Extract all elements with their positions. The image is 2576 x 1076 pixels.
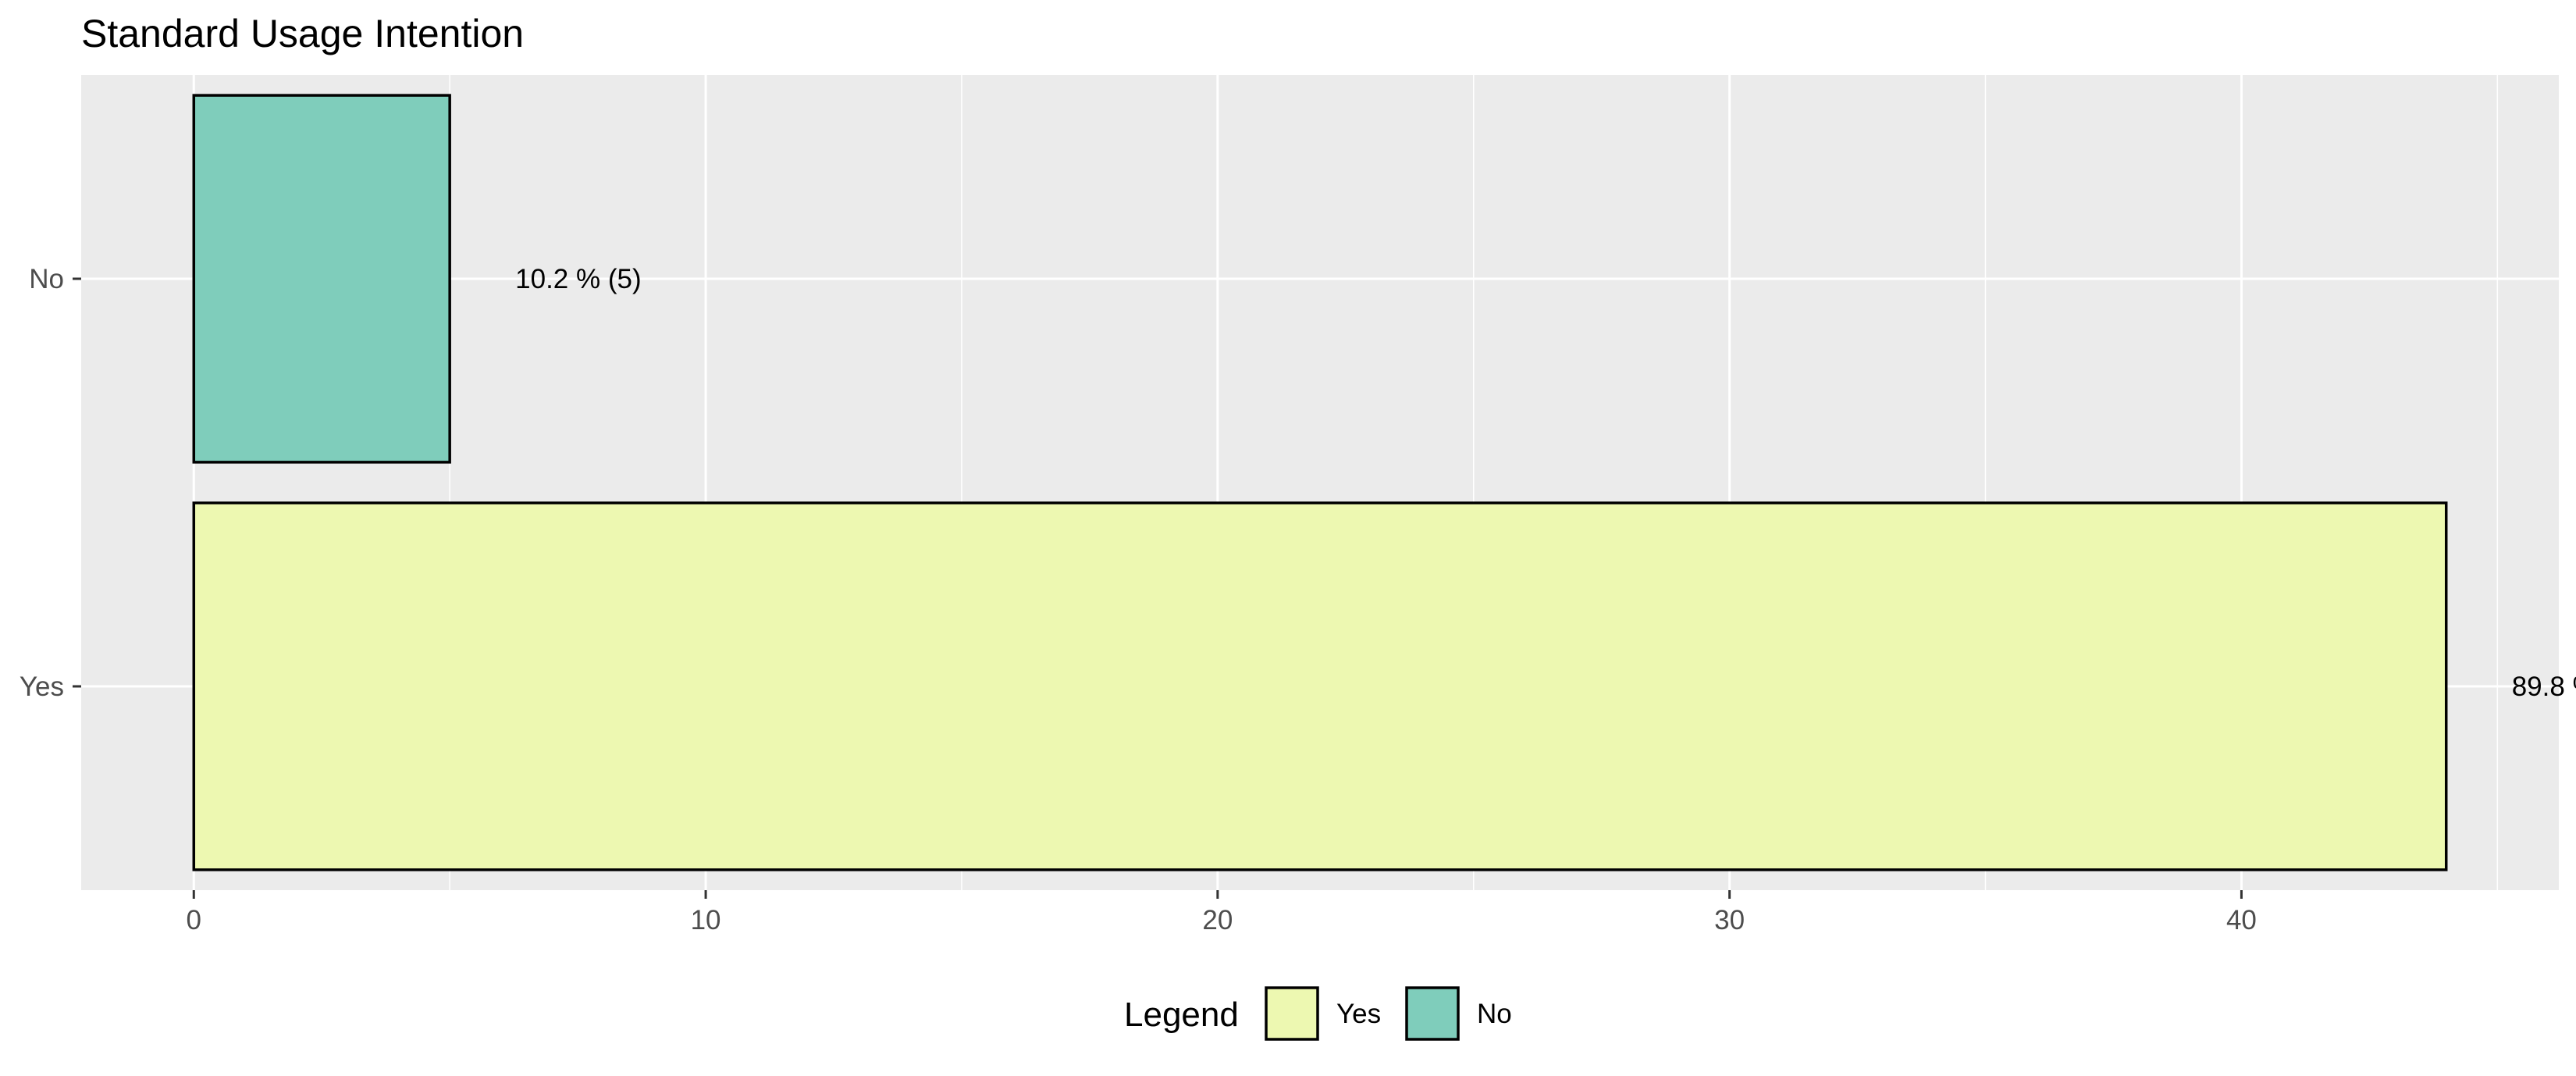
data-label-yes: 89.8 % (44): [2512, 672, 2576, 702]
legend: Legend Yes No: [1124, 986, 1512, 1041]
chart-title: Standard Usage Intention: [81, 12, 524, 55]
y-tick-label-yes: Yes: [20, 672, 64, 702]
legend-key-yes: [1265, 986, 1319, 1041]
bars: [192, 94, 2448, 871]
x-tick-label: 10: [691, 905, 721, 935]
data-labels: 10.2 % (5) 89.8 % (44): [515, 264, 2576, 702]
legend-key-no: [1405, 986, 1460, 1041]
x-tick-label: 30: [1714, 905, 1745, 935]
x-tick-label: 40: [2226, 905, 2257, 935]
x-tick-label: 20: [1202, 905, 1233, 935]
axes: No Yes 0 10 20 30 40: [20, 264, 2257, 935]
legend-label-no: No: [1477, 999, 1512, 1029]
bar-no: [192, 94, 451, 464]
x-tick-label: 0: [187, 905, 201, 935]
legend-title: Legend: [1124, 996, 1239, 1034]
y-tick-label-no: No: [29, 264, 64, 294]
legend-label-yes: Yes: [1336, 999, 1381, 1029]
bar-yes: [192, 501, 2448, 871]
data-label-no: 10.2 % (5): [515, 264, 641, 294]
